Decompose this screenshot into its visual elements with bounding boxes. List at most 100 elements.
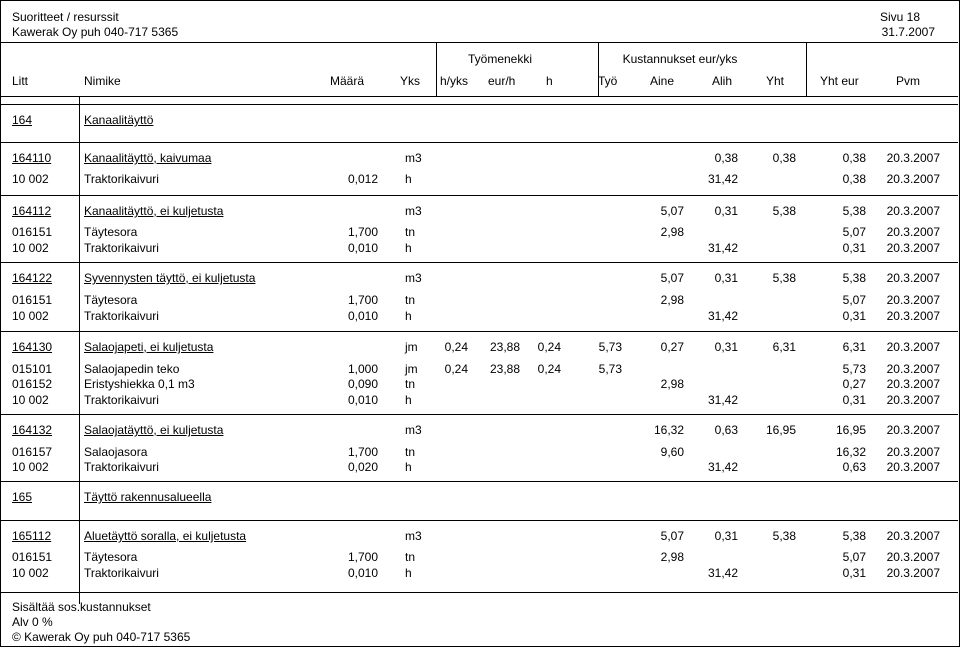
resource-row: 016151 Täytesora 1,700 tn 2,98 5,07 20.3.2007	[0, 549, 958, 565]
cell-aine: 2,98	[660, 293, 684, 307]
cell-name: Traktorikaivuri	[84, 172, 159, 186]
cell-yhteur: 0,27	[842, 377, 866, 391]
footer-vat: Alv 0 %	[12, 615, 53, 629]
column-header: eur/h	[488, 74, 516, 88]
column-header: Litt	[12, 74, 29, 88]
cell-alih: 0,38	[714, 151, 738, 165]
cell-maara: 1,700	[347, 445, 378, 459]
resource-row: 015101 Salaojapedin teko 1,000 jm 0,24 23,88 0…	[0, 361, 958, 377]
cell-aine: 2,98	[660, 225, 684, 239]
cell-eurh: 23,88	[489, 362, 520, 376]
section-row: 165 Täyttö rakennusalueella	[0, 489, 958, 505]
column-header: Nimike	[84, 74, 121, 88]
cell-yht: 6,31	[772, 340, 796, 354]
divider	[0, 42, 958, 43]
row-divider	[0, 520, 958, 521]
cell-yks: h	[405, 172, 412, 186]
cell-yks: m3	[405, 151, 422, 165]
cell-name: Kanaalitäyttö	[84, 113, 154, 127]
cell-maara: 0,020	[347, 460, 378, 474]
cell-maara: 0,010	[347, 566, 378, 580]
cell-pvm: 20.3.2007	[886, 151, 940, 165]
cell-code: 164122	[12, 271, 53, 285]
cell-aine: 5,07	[660, 271, 684, 285]
cell-name: Täyttö rakennusalueella	[84, 490, 212, 504]
cell-yht: 5,38	[772, 529, 796, 543]
cell-code: 015101	[12, 362, 53, 376]
cell-yks: tn	[405, 445, 416, 459]
divider	[0, 592, 958, 593]
cell-yhteur: 0,38	[842, 151, 866, 165]
cell-yhteur: 5,07	[842, 293, 866, 307]
group-heading-costs: Kustannukset eur/yks	[622, 52, 738, 66]
column-separator	[806, 42, 807, 96]
cell-name: Salaojasora	[84, 445, 148, 459]
resource-row: 10 002 Traktorikaivuri 0,012 h 31,42 0,38 20.3…	[0, 171, 958, 187]
cell-alih: 31,42	[707, 460, 738, 474]
cell-alih: 31,42	[707, 241, 738, 255]
cell-hyks: 0,24	[444, 362, 468, 376]
cell-name: Traktorikaivuri	[84, 309, 159, 323]
cell-yks: h	[405, 393, 412, 407]
cell-alih: 0,63	[714, 423, 738, 437]
resource-row: 10 002 Traktorikaivuri 0,010 h 31,42 0,31 20.3…	[0, 565, 958, 581]
cell-alih: 0,31	[714, 529, 738, 543]
cell-name: Traktorikaivuri	[84, 241, 159, 255]
cell-code: 016151	[12, 550, 53, 564]
cell-name: Kanaalitäyttö, kaivumaa	[84, 151, 212, 165]
cell-alih: 31,42	[707, 172, 738, 186]
item-row: 164130 Salaojapeti, ei kuljetusta jm 0,24 23…	[0, 339, 958, 355]
cell-pvm: 20.3.2007	[886, 225, 940, 239]
cell-pvm: 20.3.2007	[886, 293, 940, 307]
page-number: Sivu 18	[879, 10, 920, 24]
cell-maara: 0,010	[347, 241, 378, 255]
cell-name: Eristyshiekka 0,1 m3	[84, 377, 195, 391]
cell-aine: 2,98	[660, 550, 684, 564]
cell-pvm: 20.3.2007	[886, 340, 940, 354]
cell-yhteur: 5,07	[842, 550, 866, 564]
cell-yht: 5,38	[772, 204, 796, 218]
item-row: 164112 Kanaalitäyttö, ei kuljetusta m3 5,07…	[0, 203, 958, 219]
cell-name: Traktorikaivuri	[84, 393, 159, 407]
cell-name: Täytesora	[84, 550, 138, 564]
cell-alih: 31,42	[707, 393, 738, 407]
cell-yhteur: 5,73	[842, 362, 866, 376]
cell-yks: h	[405, 309, 412, 323]
cell-maara: 0,010	[347, 393, 378, 407]
cell-name: Salaojatäyttö, ei kuljetusta	[84, 423, 224, 437]
item-row: 164132 Salaojatäyttö, ei kuljetusta m3 16,3…	[0, 422, 958, 438]
cell-maara: 0,010	[347, 309, 378, 323]
row-divider	[0, 414, 958, 415]
item-row: 165112 Aluetäyttö soralla, ei kuljetusta m…	[0, 528, 958, 544]
cell-pvm: 20.3.2007	[886, 423, 940, 437]
cell-code: 10 002	[12, 393, 49, 407]
cell-alih: 31,42	[707, 566, 738, 580]
cell-yks: m3	[405, 423, 422, 437]
cell-yhteur: 5,38	[842, 271, 866, 285]
column-header: Yht	[766, 74, 785, 88]
column-header: Työ	[598, 74, 618, 88]
column-header: Määrä	[330, 74, 365, 88]
cell-name: Aluetäyttö soralla, ei kuljetusta	[84, 529, 247, 543]
divider	[0, 96, 958, 97]
cell-code: 165112	[12, 529, 52, 543]
cell-code: 10 002	[12, 566, 49, 580]
column-header: Alih	[712, 74, 733, 88]
cell-pvm: 20.3.2007	[886, 241, 940, 255]
cell-aine: 2,98	[660, 377, 684, 391]
item-row: 164110 Kanaalitäyttö, kaivumaa m3 0,38 0,38 0…	[0, 150, 958, 166]
cell-yks: tn	[405, 377, 416, 391]
cell-alih: 0,31	[714, 204, 738, 218]
cell-code: 016152	[12, 377, 53, 391]
column-header: Aine	[650, 74, 675, 88]
cell-alih: 31,42	[707, 309, 738, 323]
resource-row: 016152 Eristyshiekka 0,1 m3 0,090 tn 2,98 0,2…	[0, 376, 958, 392]
row-divider	[0, 195, 958, 196]
cell-yhteur: 16,32	[835, 445, 866, 459]
cell-eurh: 23,88	[489, 340, 520, 354]
cell-pvm: 20.3.2007	[886, 445, 940, 459]
cell-pvm: 20.3.2007	[886, 529, 940, 543]
row-divider	[0, 262, 958, 263]
cell-yks: m3	[405, 204, 422, 218]
cell-code: 164132	[12, 423, 53, 437]
